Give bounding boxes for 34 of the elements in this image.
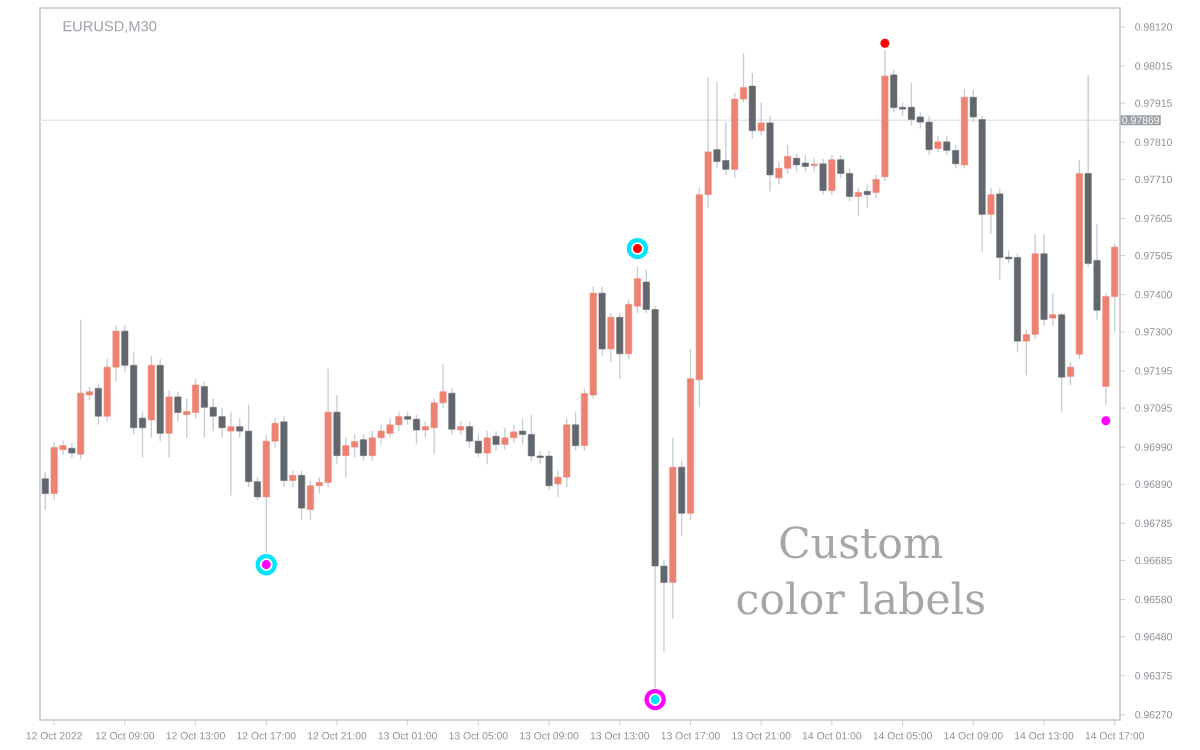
candlestick (748, 72, 756, 140)
candlestick (943, 134, 951, 156)
candlestick (94, 382, 102, 426)
candlestick (890, 69, 898, 114)
candlestick (678, 460, 686, 537)
point (1101, 416, 1111, 426)
candlestick (492, 430, 500, 452)
candlestick (969, 88, 977, 123)
candlestick (872, 174, 880, 199)
candlestick (360, 433, 367, 462)
candlestick (483, 430, 491, 465)
candlestick (572, 410, 580, 452)
candlestick (298, 469, 306, 521)
candlestick (1049, 292, 1057, 327)
candlestick (227, 410, 235, 497)
candlestick (165, 389, 173, 459)
candlestick (342, 437, 350, 478)
candlestick (854, 187, 862, 217)
candlestick (607, 312, 615, 363)
point (255, 553, 277, 576)
candlestick (863, 183, 871, 209)
point (880, 38, 890, 48)
candlestick (757, 101, 765, 137)
candlestick (474, 433, 482, 459)
candlestick (819, 157, 827, 196)
candlestick (174, 391, 182, 423)
candlestick (448, 387, 456, 436)
annotation: Custom color labels (737, 526, 984, 615)
candlestick (333, 394, 341, 465)
candlestick (616, 312, 624, 380)
candlestick (987, 187, 995, 235)
point (626, 237, 649, 260)
candlestick (828, 154, 836, 196)
candlestick (1067, 361, 1074, 386)
